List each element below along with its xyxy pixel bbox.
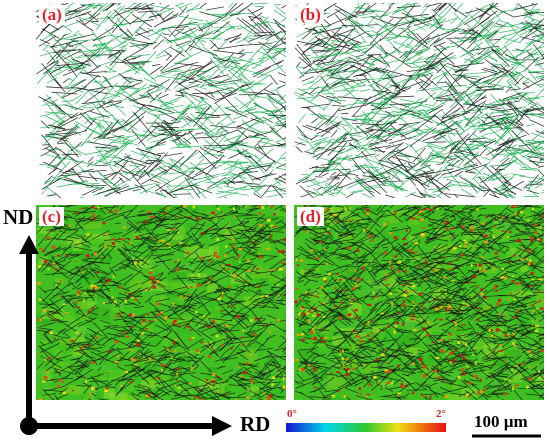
panel-label-b: (b): [297, 5, 324, 24]
panel-a: (a): [36, 3, 286, 198]
panel-d: (d): [294, 205, 544, 400]
colorbar-max-label: 2°: [436, 408, 446, 420]
colorbar: [286, 423, 446, 432]
panel-c: (c): [36, 205, 286, 400]
panel-label-a: (a): [39, 5, 65, 24]
colorbar-min-label: 0°: [287, 408, 297, 420]
rd-arrowhead-icon: [212, 416, 232, 436]
panel-label-d: (d): [297, 207, 324, 226]
boundary-map-b: [294, 3, 544, 198]
panel-label-c: (c): [39, 207, 64, 226]
scale-bar-label: 100 µm: [474, 412, 528, 431]
rd-axis-label: RD: [240, 412, 271, 436]
boundary-map-a: [36, 3, 286, 198]
panel-b: (b): [294, 3, 544, 198]
nd-axis-label: ND: [3, 205, 34, 229]
origin-dot-icon: [20, 417, 38, 435]
misorientation-map-d: [294, 205, 544, 400]
misorientation-map-c: [36, 205, 286, 400]
